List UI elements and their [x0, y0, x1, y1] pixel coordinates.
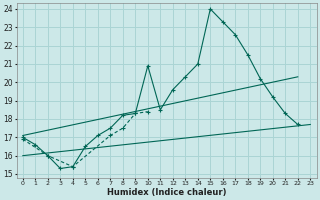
X-axis label: Humidex (Indice chaleur): Humidex (Indice chaleur)	[107, 188, 226, 197]
